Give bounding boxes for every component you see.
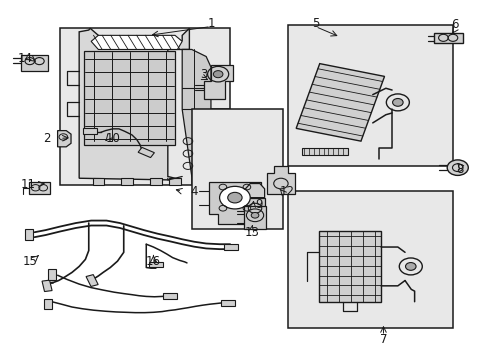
Polygon shape (60, 28, 230, 185)
Circle shape (392, 99, 402, 106)
Polygon shape (169, 178, 181, 185)
Polygon shape (245, 184, 264, 198)
Polygon shape (208, 182, 261, 224)
Polygon shape (245, 198, 264, 221)
Polygon shape (433, 32, 462, 43)
Polygon shape (21, 55, 48, 71)
Polygon shape (83, 129, 97, 134)
Polygon shape (92, 178, 104, 185)
Polygon shape (42, 280, 52, 292)
Text: 11: 11 (20, 178, 35, 191)
Polygon shape (318, 231, 380, 302)
Polygon shape (121, 178, 133, 185)
Circle shape (227, 192, 242, 203)
Polygon shape (150, 178, 161, 185)
Polygon shape (221, 300, 235, 306)
Polygon shape (182, 49, 210, 176)
Text: 1: 1 (207, 17, 214, 30)
Polygon shape (162, 293, 177, 298)
Bar (287, 190, 452, 328)
Circle shape (405, 262, 415, 270)
Polygon shape (58, 131, 71, 147)
Text: 2: 2 (43, 132, 51, 145)
Circle shape (213, 71, 223, 78)
Polygon shape (86, 275, 98, 287)
Polygon shape (266, 166, 295, 194)
Circle shape (447, 160, 468, 175)
Polygon shape (203, 65, 232, 99)
Polygon shape (29, 182, 50, 194)
Polygon shape (244, 206, 265, 229)
Polygon shape (296, 64, 384, 141)
Bar (84, 51, 175, 145)
Bar (302, 148, 347, 155)
Text: 8: 8 (455, 163, 463, 176)
Polygon shape (224, 244, 238, 249)
Text: 3: 3 (200, 68, 207, 81)
Polygon shape (25, 229, 33, 240)
Polygon shape (191, 109, 282, 229)
Polygon shape (44, 299, 52, 310)
Text: 10: 10 (105, 132, 120, 145)
Text: 16: 16 (145, 255, 161, 268)
Text: 14: 14 (18, 52, 32, 65)
Polygon shape (79, 28, 189, 180)
Polygon shape (138, 147, 154, 158)
Text: 12: 12 (280, 185, 295, 198)
Text: 7: 7 (379, 333, 386, 346)
Text: 6: 6 (451, 18, 458, 31)
Circle shape (251, 212, 258, 218)
Bar (287, 25, 452, 166)
Polygon shape (91, 35, 182, 49)
Circle shape (219, 186, 250, 209)
Text: 15: 15 (22, 255, 37, 267)
Text: 5: 5 (311, 17, 319, 30)
Text: 9: 9 (255, 198, 262, 211)
Polygon shape (48, 269, 56, 280)
Text: 13: 13 (244, 226, 259, 239)
Text: 4: 4 (190, 185, 198, 198)
Polygon shape (148, 262, 163, 267)
